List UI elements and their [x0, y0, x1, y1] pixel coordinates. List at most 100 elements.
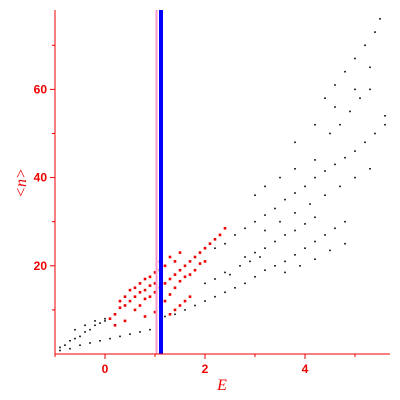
red-point	[178, 251, 182, 254]
black-point	[304, 223, 306, 225]
black-point	[274, 240, 276, 243]
red-point	[113, 324, 117, 327]
red-point	[203, 246, 207, 250]
red-point	[198, 251, 202, 254]
black-point	[214, 247, 216, 249]
red-point	[138, 304, 142, 307]
black-point	[324, 194, 326, 196]
red-point	[123, 319, 127, 323]
black-point	[274, 207, 276, 210]
black-point	[59, 346, 61, 349]
black-point	[294, 192, 296, 194]
black-point	[374, 132, 376, 135]
red-point	[178, 304, 182, 307]
black-point	[204, 282, 206, 285]
black-point	[274, 265, 276, 267]
black-point	[254, 251, 256, 254]
red-point	[113, 313, 117, 316]
black-point	[294, 168, 296, 170]
black-point	[314, 123, 316, 126]
vertical-markers	[155, 10, 163, 354]
black-point	[214, 295, 216, 298]
red-point	[183, 275, 187, 279]
x-axis-title: E	[216, 377, 227, 394]
red-point	[148, 275, 152, 279]
black-point	[104, 317, 106, 320]
black-point	[244, 256, 246, 258]
black-point	[294, 254, 296, 256]
black-point	[104, 320, 106, 322]
black-point	[79, 344, 81, 346]
black-point	[239, 265, 241, 267]
black-point	[324, 97, 326, 99]
black-point	[294, 141, 296, 144]
black-point	[264, 185, 266, 188]
red-point	[133, 295, 137, 298]
red-point	[163, 282, 167, 285]
black-point	[224, 291, 226, 294]
black-point	[294, 229, 296, 232]
black-point	[364, 141, 366, 144]
black-point	[384, 115, 386, 117]
red-point	[173, 273, 177, 276]
black-point	[149, 328, 151, 331]
black-point	[214, 278, 216, 280]
black-point	[89, 342, 91, 344]
red-point	[143, 297, 147, 301]
black-point	[334, 227, 336, 230]
y-axis-title: <n>	[13, 168, 30, 198]
black-point	[344, 242, 346, 245]
red-point	[173, 260, 177, 263]
black-point	[309, 203, 311, 205]
black-point	[99, 322, 101, 324]
black-point	[339, 123, 341, 126]
black-point	[314, 258, 316, 260]
red-point	[128, 299, 132, 303]
black-point	[339, 185, 341, 188]
red-point	[138, 291, 142, 294]
black-point	[69, 347, 71, 350]
red-point	[183, 264, 187, 268]
black-point	[354, 88, 356, 91]
red-point	[218, 233, 222, 237]
red-point	[198, 262, 202, 265]
black-point	[264, 229, 266, 232]
black-point	[234, 287, 236, 289]
black-point	[354, 57, 356, 60]
black-point	[254, 194, 256, 196]
black-point	[139, 331, 141, 333]
black-point	[164, 315, 166, 318]
red-point	[188, 295, 192, 298]
red-point	[188, 273, 192, 276]
black-point	[324, 170, 326, 172]
black-point	[284, 198, 286, 201]
red-point	[123, 295, 127, 298]
y-tick-label: 40	[34, 171, 48, 185]
red-point	[163, 264, 167, 268]
red-point	[138, 282, 142, 285]
red-point	[213, 238, 217, 241]
red-point	[123, 304, 127, 307]
black-point	[304, 185, 306, 188]
black-point	[264, 214, 266, 216]
black-point	[344, 70, 346, 73]
red-point	[133, 286, 137, 290]
red-point	[153, 291, 157, 294]
black-point	[369, 88, 371, 91]
black-point	[244, 282, 246, 285]
red-point	[163, 299, 167, 303]
red-point	[148, 284, 152, 287]
red-series	[108, 227, 227, 327]
black-point	[99, 340, 101, 342]
black-point	[74, 328, 76, 331]
black-point	[249, 260, 251, 263]
black-point	[329, 249, 331, 252]
black-point	[109, 337, 111, 340]
black-point	[369, 168, 371, 170]
black-point	[259, 256, 261, 258]
black-point	[324, 234, 326, 236]
black-point	[254, 276, 256, 278]
black-point	[369, 66, 371, 69]
red-point	[148, 295, 152, 298]
black-point	[254, 220, 256, 223]
